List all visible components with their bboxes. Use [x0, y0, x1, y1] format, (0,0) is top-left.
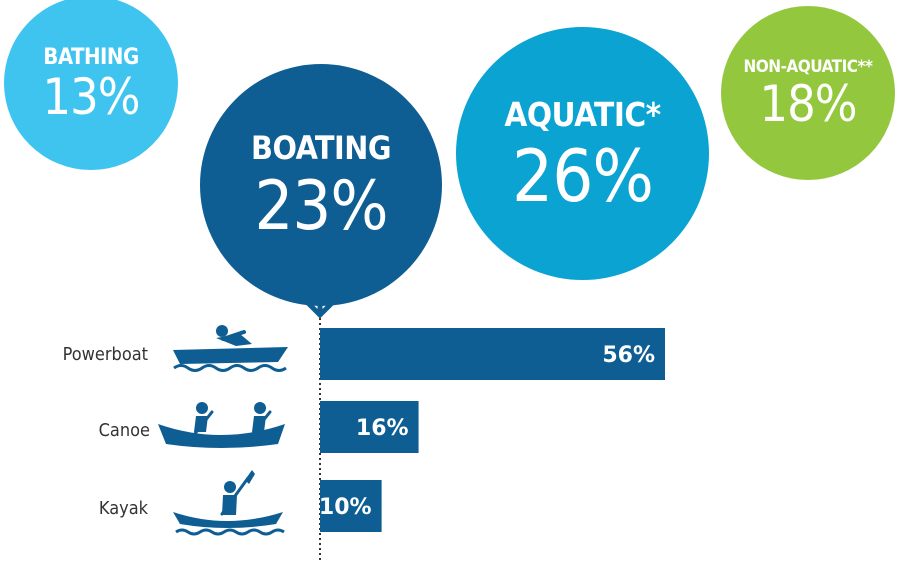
category-label: Canoe [98, 420, 150, 441]
bathing-label: BATHING [43, 44, 139, 70]
aquatic-value: 26% [512, 134, 654, 218]
boating-label: BOATING [251, 129, 391, 167]
bar-value-label: 10% [319, 495, 372, 520]
boating-value: 23% [254, 167, 389, 246]
category-label: Powerboat [62, 344, 148, 365]
aquatic-bubble: AQUATIC* 26% [456, 27, 709, 280]
down-arrow-icon [301, 290, 339, 319]
powerboat-icon [173, 325, 288, 372]
bathing-value: 13% [42, 67, 141, 126]
bar-powerboat [320, 328, 665, 380]
bar-value-label: 16% [356, 416, 409, 441]
boating-bubble: BOATING 23% [200, 64, 442, 306]
non-aquatic-value: 18% [759, 75, 858, 133]
bar-value-label: 56% [602, 343, 655, 368]
non-aquatic-label: NON-AQUATIC** [743, 57, 873, 77]
bar-kayak [320, 480, 382, 532]
category-label: Kayak [98, 498, 148, 519]
canoe-icon [158, 402, 285, 448]
bathing-bubble: BATHING 13% [4, 0, 178, 170]
non-aquatic-bubble: NON-AQUATIC** 18% [721, 6, 895, 180]
kayak-icon [173, 470, 285, 536]
bar-canoe [320, 401, 419, 453]
aquatic-label: AQUATIC* [504, 95, 661, 134]
